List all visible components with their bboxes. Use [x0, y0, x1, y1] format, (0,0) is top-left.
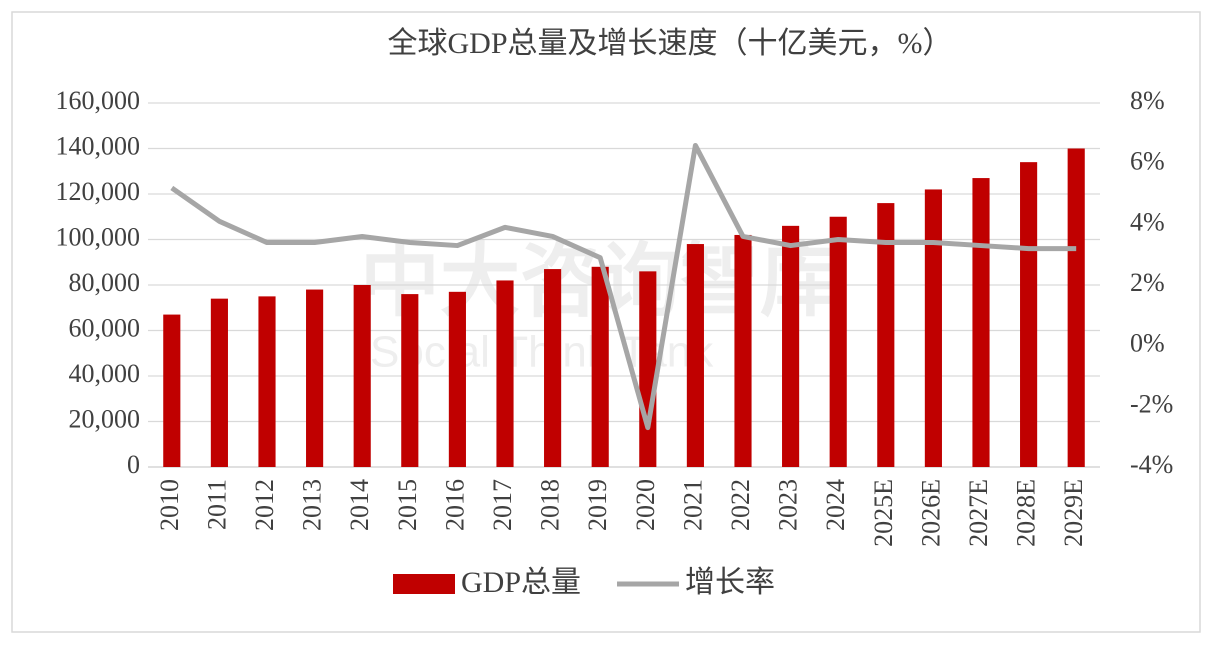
- x-tick-label: 2027E: [964, 479, 993, 547]
- y-tick-label: 120,000: [56, 177, 141, 206]
- bar: [877, 203, 895, 467]
- y-tick-label: 100,000: [56, 222, 141, 251]
- bar: [1067, 148, 1085, 467]
- y-tick-label: 40,000: [69, 359, 141, 388]
- bar: [401, 294, 419, 467]
- x-tick-label: 2014: [345, 479, 374, 531]
- bar: [734, 234, 752, 467]
- x-tick-label: 2021: [678, 479, 707, 531]
- bar: [639, 271, 657, 467]
- chart-title: 全球GDP总量及增长速度（十亿美元，%）: [387, 27, 952, 60]
- x-tick-label: 2015: [393, 479, 422, 531]
- x-tick-label: 2016: [440, 479, 469, 531]
- y-tick-label: 160,000: [56, 86, 141, 115]
- x-tick-label: 2017: [488, 479, 517, 531]
- x-tick-label: 2023: [774, 479, 803, 531]
- bar: [924, 189, 942, 467]
- bar: [686, 244, 704, 467]
- x-tick-label: 2024: [821, 479, 850, 531]
- x-tick-label: 2020: [631, 479, 660, 531]
- y2-tick-label: 6%: [1130, 147, 1165, 176]
- y2-tick-label: -2%: [1130, 389, 1173, 418]
- legend-swatch: [393, 574, 455, 594]
- bar: [591, 266, 609, 467]
- bar: [210, 298, 228, 467]
- bar: [163, 314, 181, 467]
- y-tick-label: 60,000: [69, 313, 141, 342]
- y-tick-label: 140,000: [56, 131, 141, 160]
- y-tick-label: 0: [127, 450, 140, 479]
- x-tick-label: 2010: [155, 479, 184, 531]
- x-tick-label: 2026E: [916, 479, 945, 547]
- bar: [1020, 162, 1038, 467]
- line: [170, 142, 1077, 431]
- y2-tick-label: 0%: [1130, 329, 1165, 358]
- x-tick-label: 2019: [583, 479, 612, 531]
- legend-label: 增长率: [685, 566, 775, 599]
- bar: [496, 280, 514, 467]
- bar: [306, 289, 324, 467]
- x-tick-label: 2018: [536, 479, 565, 531]
- bar: [353, 285, 371, 467]
- y-tick-label: 80,000: [69, 268, 141, 297]
- bar: [258, 296, 276, 467]
- x-tick-label: 2029E: [1059, 479, 1088, 547]
- bar: [829, 216, 847, 467]
- y2-tick-label: 4%: [1130, 207, 1165, 236]
- bar: [448, 291, 466, 467]
- y-tick-label: 20,000: [69, 404, 141, 433]
- x-tick-label: 2013: [298, 479, 327, 531]
- y2-tick-label: 2%: [1130, 268, 1165, 297]
- bar: [544, 269, 562, 467]
- x-tick-label: 2022: [726, 479, 755, 531]
- y2-tick-label: -4%: [1130, 450, 1173, 479]
- x-tick-label: 2012: [250, 479, 279, 531]
- x-tick-label: 2011: [202, 479, 231, 530]
- x-tick-label: 2025E: [869, 479, 898, 547]
- bar: [782, 225, 800, 467]
- y2-tick-label: 8%: [1130, 86, 1165, 115]
- x-tick-label: 2028E: [1012, 479, 1041, 547]
- legend-label: GDP总量: [461, 566, 581, 599]
- bar: [972, 178, 990, 467]
